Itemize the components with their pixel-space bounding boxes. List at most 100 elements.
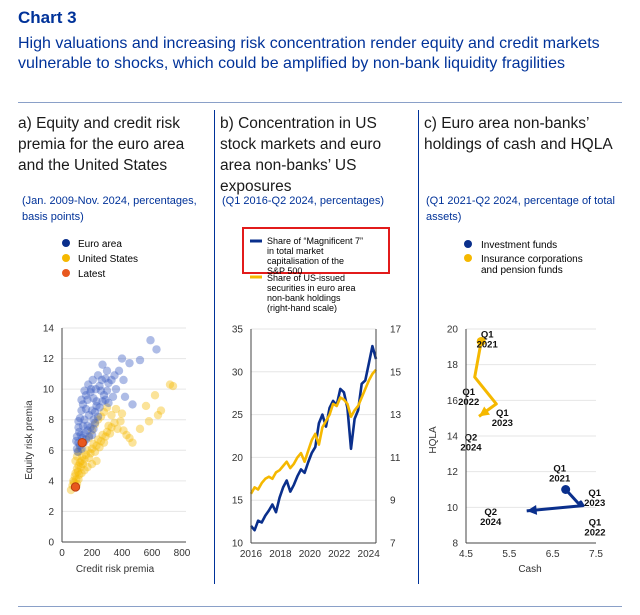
euro-area-point <box>83 421 92 431</box>
latest-point <box>70 482 81 492</box>
euro-area-point <box>83 395 92 405</box>
us-point <box>104 421 113 431</box>
us-point <box>107 410 116 420</box>
us-point <box>98 430 107 440</box>
legend-united-states-marker <box>62 254 70 262</box>
euro-area-point <box>89 415 98 424</box>
euro-area-point <box>74 423 83 432</box>
legend-investment-funds-label: Investment funds <box>481 240 557 251</box>
euro-area-point <box>84 380 93 389</box>
panel-a-legend: Euro area United States Latest <box>62 239 138 280</box>
investment-funds-start-point <box>561 485 571 494</box>
us-point <box>107 423 116 432</box>
panel-c-ylabel: HQLA <box>428 426 439 454</box>
panel-a-xtick: 400 <box>114 548 131 559</box>
us-point <box>113 424 122 434</box>
euro-area-point <box>86 423 95 432</box>
euro-area-point <box>104 398 113 408</box>
us-point <box>73 467 82 476</box>
euro-area-point <box>77 395 86 405</box>
panel-b-title: b) Concentration in US stock markets and… <box>220 115 382 195</box>
panel-a-xtick: 600 <box>144 548 161 559</box>
us-point <box>84 453 94 463</box>
us-point <box>99 407 109 417</box>
chart-number: Chart 3 <box>18 8 77 27</box>
us-point <box>72 452 82 461</box>
us-point <box>119 426 128 435</box>
panel-c-ytick: 10 <box>447 503 459 514</box>
us-point <box>72 464 82 473</box>
us-point <box>77 456 86 466</box>
panel-c-point-label: Q1 2023 <box>584 488 605 509</box>
panel-a-xtick: 0 <box>59 548 65 559</box>
panel-b-ytick-left: 10 <box>232 539 244 550</box>
legend-euro-area-marker <box>62 239 70 247</box>
euro-area-point <box>95 381 104 391</box>
panel-a-subtitle: (Jan. 2009-Nov. 2024, percentages, basis… <box>22 195 197 223</box>
us-point <box>101 432 110 441</box>
us-point <box>125 433 134 443</box>
us-point <box>122 430 131 440</box>
us-point <box>168 381 178 391</box>
panel-b-ytick-right: 7 <box>390 539 396 550</box>
euro-area-point <box>80 429 89 438</box>
panel-c-point-label: Q1 2021 <box>477 329 499 350</box>
panel-a-ytick: 2 <box>48 507 54 518</box>
panel-a-ytick: 6 <box>48 446 54 457</box>
us-point <box>70 472 79 481</box>
us-point <box>93 435 103 444</box>
us-point <box>111 404 121 414</box>
euro-area-point <box>93 412 103 421</box>
panel-b-ytick-right: 9 <box>390 496 396 507</box>
panel-c-xlabel: Cash <box>518 564 541 575</box>
us-point <box>102 427 112 437</box>
euro-area-point <box>101 395 110 405</box>
panel-b-xtick: 2016 <box>240 549 263 560</box>
euro-area-point <box>117 354 127 363</box>
investment-funds-arrowhead <box>526 505 538 515</box>
us-point <box>83 446 92 455</box>
us-point <box>86 449 95 458</box>
euro-area-point <box>88 375 97 385</box>
euro-area-point <box>97 375 106 385</box>
euro-area-point <box>92 397 101 406</box>
panel-b-ytick-right: 11 <box>390 453 401 464</box>
us-point <box>102 403 112 412</box>
euro-area-point <box>125 358 134 368</box>
panel-divider-2 <box>418 110 419 584</box>
insurance-pension-path <box>473 341 498 418</box>
us-point <box>80 455 89 464</box>
panel-b-ytick-left: 25 <box>232 410 244 421</box>
us-point <box>90 420 100 429</box>
latest-point <box>77 437 87 448</box>
euro-area-point <box>74 417 83 426</box>
us-point <box>96 436 106 446</box>
us-point <box>141 401 151 411</box>
legend-insurance-marker <box>464 254 472 262</box>
euro-area-point <box>87 430 97 440</box>
panel-c-ytick: 20 <box>447 325 459 336</box>
panel-b-ytick-right: 17 <box>390 325 402 336</box>
euro-area-point <box>87 384 96 394</box>
legend-united-states-label: United States <box>78 254 138 265</box>
euro-area-point <box>108 392 118 401</box>
us-point <box>74 447 83 457</box>
magnificent-7-line <box>250 344 378 532</box>
euro-area-point <box>87 406 97 415</box>
us-point <box>153 410 163 420</box>
panel-c-ytick: 12 <box>447 467 459 478</box>
us-point <box>81 450 91 460</box>
us-point <box>95 443 104 452</box>
panel-a-ytick: 10 <box>43 385 55 396</box>
insurance-pension-arrowhead <box>479 406 490 417</box>
legend-investment-funds-marker <box>464 240 472 248</box>
panel-c-point-label: Q2 2024 <box>480 507 502 528</box>
panel-c-point-label: Q1 2021 <box>549 464 571 485</box>
panel-c-point-label: Q2 2024 <box>460 432 482 453</box>
euro-area-point <box>98 397 107 406</box>
euro-area-point <box>111 384 121 394</box>
us-issued-share-line <box>249 368 377 495</box>
panel-c-ytick: 8 <box>452 539 458 550</box>
euro-area-point <box>77 406 86 415</box>
euro-area-point <box>135 355 145 365</box>
